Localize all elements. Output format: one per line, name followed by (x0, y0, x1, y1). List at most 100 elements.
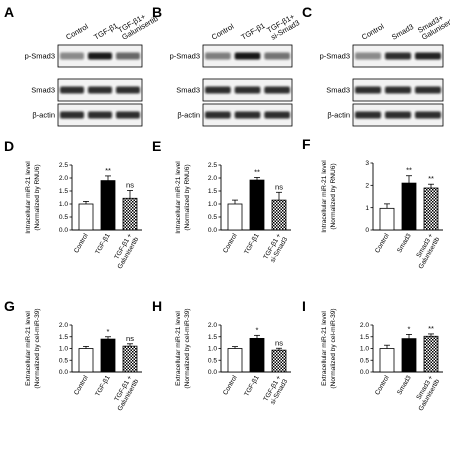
blot-row-label: Smad3 (31, 86, 55, 95)
blot-band (385, 111, 411, 119)
category-label: Control (374, 232, 391, 254)
y-tick-label: 0.5 (208, 214, 217, 221)
bar (401, 182, 417, 231)
category-label: Control (73, 232, 90, 254)
blot-row-label: p-Smad3 (170, 52, 200, 61)
category-label-line: Control (73, 232, 90, 254)
bar (379, 207, 395, 231)
y-tick-label: 0.5 (360, 357, 369, 364)
blot-row-label: Smad3 (326, 86, 350, 95)
blot-band (60, 86, 84, 94)
y-tick-label: 0 (365, 227, 369, 234)
y-tick-label: 0.0 (59, 227, 68, 234)
y-axis-label: (Normalized by cel-miR-39) (330, 308, 337, 388)
lane-label-line: Control (64, 22, 90, 42)
panel-letter-g: G (4, 298, 15, 314)
y-tick-label: 3 (365, 160, 369, 167)
bar (100, 180, 116, 231)
blot-band (264, 86, 290, 94)
lane-label-line: TGF-β1 (92, 21, 119, 42)
y-tick-label: 1.0 (360, 346, 369, 353)
category-label: Control (222, 232, 239, 254)
bar (249, 179, 265, 231)
significance-label: ** (406, 166, 412, 175)
bar (423, 187, 439, 231)
y-axis-label: Intracellular miR-21 level (321, 160, 328, 233)
category-label: Control (374, 374, 391, 396)
y-tick-label: 1.0 (59, 346, 68, 353)
category-label: TGF-β1 +Galunisertib (110, 232, 140, 270)
blot-band (385, 52, 411, 60)
bar-chart-e: E Intracellular miR-21 level (Normalized b… (152, 138, 291, 264)
y-tick-label: 2.5 (208, 162, 217, 169)
significance-label: ** (428, 324, 434, 333)
y-tick-label: 1.5 (208, 188, 217, 195)
panel-letter-b: B (152, 4, 162, 20)
y-axis-label: (Normalized by RNU6) (184, 164, 191, 230)
bar (249, 337, 265, 373)
bar (78, 203, 94, 231)
y-axis-label: Extracellular miR-21 level (321, 311, 328, 386)
lane-label: Control (360, 22, 386, 42)
panel-letter-d: D (4, 138, 14, 154)
y-tick-label: 2.0 (59, 175, 68, 182)
category-label-line: TGF-β1 (94, 232, 112, 256)
bar (271, 349, 287, 373)
y-axis-label: Extracellular miR-21 level (25, 311, 32, 386)
y-tick-label: 0.5 (208, 357, 217, 364)
y-tick-label: 2.0 (360, 322, 369, 329)
blot-band (234, 52, 261, 60)
lane-label-line: Control (360, 22, 386, 42)
bar (122, 345, 138, 373)
y-tick-label: 0.5 (59, 357, 68, 364)
bar-chart-h: H Extracellular miR-21 level (Normalized b… (152, 298, 291, 406)
lane-label: Smad3 (390, 22, 415, 42)
category-label: Control (73, 374, 90, 396)
blot-row-label: β-actin (327, 111, 350, 120)
y-tick-label: 2.0 (208, 175, 217, 182)
blot-band (355, 86, 381, 94)
bar (379, 348, 395, 373)
y-axis-label: Extracellular miR-21 level (175, 311, 182, 386)
y-tick-label: 0.0 (208, 369, 217, 376)
blot-band (60, 111, 84, 119)
category-label-line: Control (374, 374, 391, 396)
y-tick-label: 1.5 (59, 334, 68, 341)
y-axis-label: (Normalized by RNU6) (330, 163, 337, 229)
panel-letter-a: A (4, 4, 14, 20)
blot-band (415, 111, 441, 119)
lane-label-line: TGF-β1 (240, 21, 267, 42)
category-label-line: TGF-β1 (243, 374, 261, 398)
lane-label: TGF-β1+si-Smad3 (265, 11, 301, 42)
category-label-line: Control (222, 374, 239, 396)
y-tick-label: 1 (365, 205, 369, 212)
lane-label: Smad3+Galunisertib (416, 7, 450, 42)
blot-band (205, 111, 231, 119)
category-label-line: Control (374, 232, 391, 254)
blot-band (385, 86, 411, 94)
blot-band (116, 111, 140, 119)
category-label: Control (222, 374, 239, 396)
bar-chart-f: F Intracellular miR-21 level (Normalized b… (302, 136, 443, 270)
blot-row-label: β-actin (177, 111, 200, 120)
panel-letter-h: H (152, 298, 162, 314)
blot-band (88, 86, 112, 94)
category-label: Smad3 +Galunisertib (411, 232, 441, 270)
blot-band (116, 52, 140, 60)
blot-band (205, 86, 231, 94)
significance-label: ns (275, 338, 283, 347)
blot-band (234, 86, 261, 94)
y-axis-label: Intracellular miR-21 level (25, 161, 32, 234)
lane-label: Control (210, 22, 236, 42)
blot-band (415, 86, 441, 94)
blot-band (264, 111, 290, 119)
bar (401, 338, 417, 373)
category-label-line: TGF-β1 (243, 232, 261, 256)
category-label: TGF-β1 (243, 374, 261, 398)
y-axis-label: (Normalized by RNU6) (34, 164, 41, 230)
bar-chart-d: D Intracellular miR-21 level (Normalized b… (4, 138, 142, 270)
significance-label: ns (126, 334, 134, 343)
significance-label: * (107, 327, 110, 336)
